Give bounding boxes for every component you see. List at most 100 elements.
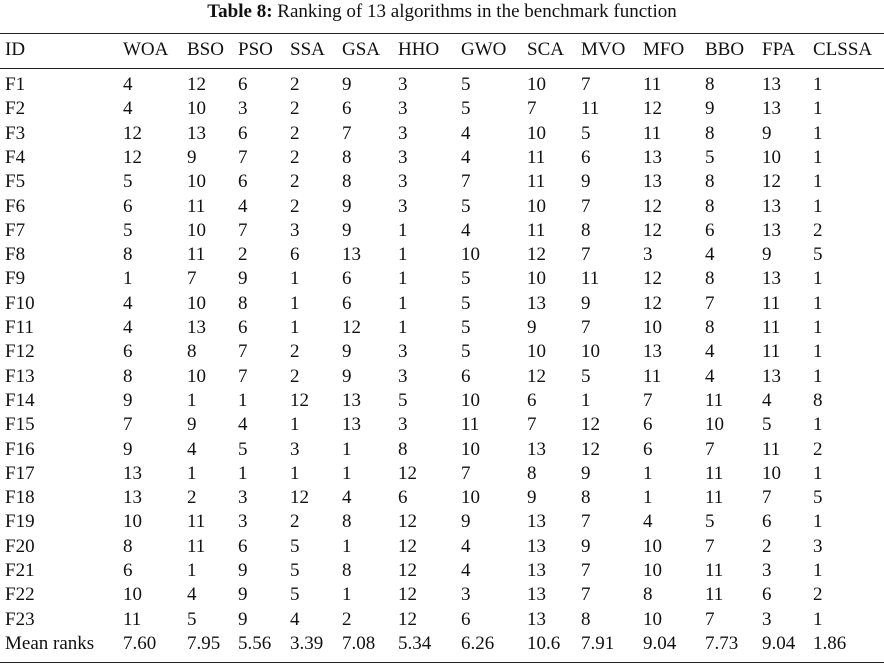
table-cell: 13 — [342, 414, 361, 436]
table-cell: 11 — [527, 219, 546, 241]
row-label: Mean ranks — [5, 632, 95, 654]
table-cell: 12 — [643, 195, 662, 217]
table-cell: 8 — [705, 317, 715, 338]
table-cell: 12 — [398, 511, 417, 533]
table-cell: 1 — [813, 122, 823, 144]
table-cell: 6 — [643, 414, 653, 436]
table-cell: 9.04 — [762, 632, 796, 654]
table-cell: 7 — [581, 74, 591, 95]
table-cell: 8 — [705, 122, 715, 144]
table-cell: 2 — [290, 511, 300, 533]
column-header: PSO — [238, 39, 273, 60]
table-cell: 12 — [290, 389, 309, 411]
table-cell: 7 — [705, 438, 715, 460]
table-cell: 1 — [813, 414, 823, 436]
table-cell: 5 — [705, 511, 715, 533]
table-cell: 9 — [461, 511, 471, 533]
row-label: F1 — [5, 74, 26, 95]
table-cell: 7 — [581, 584, 591, 606]
table-cell: 10 — [643, 560, 662, 581]
table-cell: 7 — [705, 292, 715, 314]
column-header: MFO — [643, 39, 685, 60]
table-cell: 3 — [762, 608, 772, 630]
table-cell: 9 — [527, 487, 537, 509]
table-cell: 1 — [813, 292, 823, 314]
table-cell: 2 — [290, 74, 300, 95]
table-cell: 8 — [342, 171, 352, 193]
table-cell: 6 — [238, 171, 248, 193]
table-cell: 4 — [123, 292, 133, 314]
table-cell: 2 — [762, 535, 772, 557]
table-cell: 7 — [238, 341, 248, 363]
table-cell: 13 — [527, 511, 546, 533]
table-cell: 4 — [705, 341, 715, 363]
table-cell: 9 — [238, 560, 248, 581]
table-cell: 6 — [238, 122, 248, 144]
table-cell: 10 — [527, 195, 546, 217]
table-cell: 6 — [238, 74, 248, 95]
table-cell: 3 — [398, 341, 408, 363]
table-cell: 4 — [705, 365, 715, 387]
row-label: F19 — [5, 511, 35, 533]
table-cell: 12 — [398, 584, 417, 606]
table-cell: 5 — [461, 98, 471, 120]
table-cell: 12 — [643, 98, 662, 120]
table-cell: 10 — [762, 462, 781, 484]
table-cell: 5 — [461, 341, 471, 363]
table-cell: 10 — [123, 584, 142, 606]
table-cell: 5 — [290, 560, 300, 581]
table-cell: 1 — [398, 292, 408, 314]
row-label: F14 — [5, 389, 35, 411]
table-cell: 11 — [762, 341, 781, 363]
table-cell: 5.56 — [238, 632, 272, 654]
table-cell: 11 — [581, 268, 600, 290]
table-cell: 1 — [398, 317, 408, 338]
table-cell: 1 — [813, 98, 823, 120]
table-cell: 10 — [123, 511, 142, 533]
table-cell: 4 — [342, 487, 352, 509]
table-cell: 8 — [581, 608, 591, 630]
table-cell: 7 — [238, 146, 248, 168]
table-cell: 9 — [705, 98, 715, 120]
column-header: HHO — [398, 39, 440, 60]
table-cell: 1 — [290, 414, 300, 436]
table-cell: 13 — [643, 171, 662, 193]
table-cell: 7 — [123, 414, 133, 436]
table-cell: 4 — [123, 317, 133, 338]
table-cell: 7 — [238, 219, 248, 241]
table-cell: 1.86 — [813, 632, 847, 654]
table-cell: 8 — [705, 171, 715, 193]
table-cell: 3 — [398, 98, 408, 120]
table-cell: 9 — [762, 122, 772, 144]
table-cell: 2 — [238, 244, 248, 266]
table-cell: 9 — [238, 584, 248, 606]
table-cell: 12 — [290, 487, 309, 509]
table-cell: 7 — [527, 414, 537, 436]
table-cell: 13 — [123, 462, 142, 484]
table-cell: 5 — [581, 365, 591, 387]
table-cell: 1 — [813, 608, 823, 630]
table-cell: 13 — [527, 608, 546, 630]
table-cell: 8 — [705, 74, 715, 95]
header-rule — [0, 68, 884, 69]
table-cell: 1 — [187, 462, 197, 484]
row-label: F5 — [5, 171, 26, 193]
table-cell: 1 — [290, 268, 300, 290]
table-cell: 13 — [123, 487, 142, 509]
table-cell: 12 — [342, 317, 361, 338]
table-cell: 6 — [342, 98, 352, 120]
table-cell: 7 — [643, 389, 653, 411]
table-cell: 7 — [581, 244, 591, 266]
table-cell: 6 — [123, 195, 133, 217]
table-cell: 11 — [187, 244, 206, 266]
row-label: F16 — [5, 438, 35, 460]
table-cell: 11 — [527, 146, 546, 168]
table-cell: 1 — [238, 389, 248, 411]
table-cell: 1 — [581, 389, 591, 411]
row-label: F18 — [5, 487, 35, 509]
table-cell: 13 — [762, 219, 781, 241]
column-header: GSA — [342, 39, 381, 60]
table-cell: 12 — [398, 608, 417, 630]
caption-label: Table 8: — [207, 1, 273, 22]
table-cell: 10 — [527, 122, 546, 144]
